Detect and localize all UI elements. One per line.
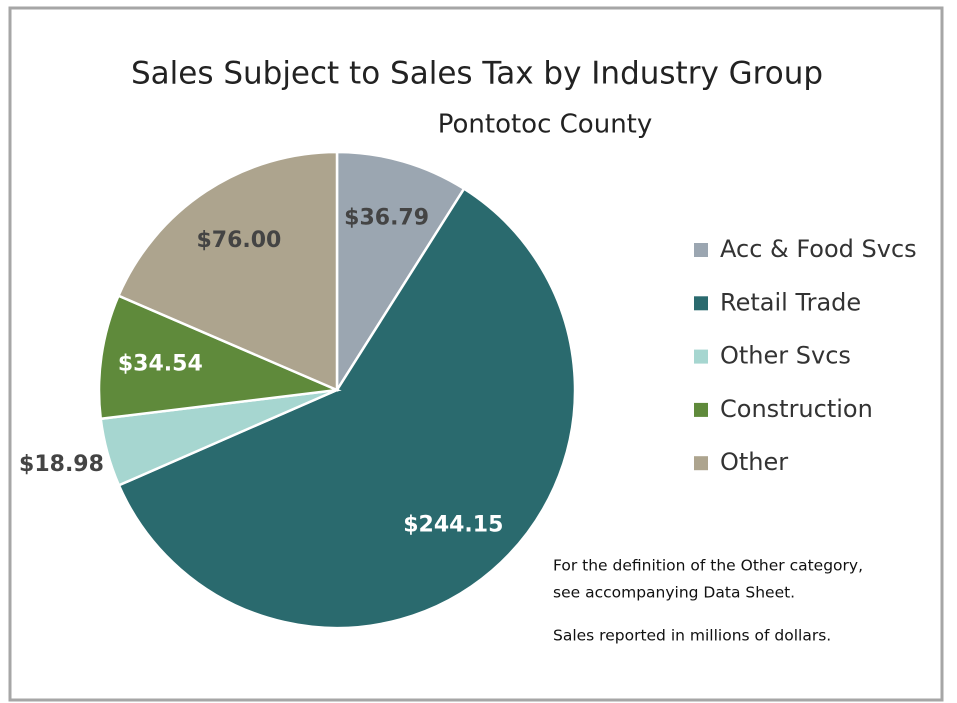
data-label: $36.79 xyxy=(344,206,429,231)
pie-slice xyxy=(335,150,466,395)
legend-swatch xyxy=(694,402,708,417)
legend-swatch xyxy=(694,349,708,364)
data-label: $18.98 xyxy=(19,452,104,477)
pie-slice xyxy=(116,150,339,392)
legend-swatch xyxy=(694,296,708,311)
legend-label: Acc & Food Svcs xyxy=(720,235,917,263)
legend-swatch xyxy=(694,456,708,471)
data-label: $34.54 xyxy=(118,352,203,377)
chart-subtitle: Pontotoc County xyxy=(438,110,653,140)
legend-label: Other xyxy=(720,448,788,476)
chart-title: Sales Subject to Sales Tax by Industry G… xyxy=(131,56,823,92)
annotation: Sales reported in millions of dollars. xyxy=(553,627,831,645)
legend-swatch xyxy=(694,243,708,257)
legend-label: Retail Trade xyxy=(720,288,861,316)
legend-label: Other Svcs xyxy=(720,342,851,370)
annotation: For the definition of the Other category… xyxy=(553,557,863,575)
pie-slice xyxy=(117,187,577,630)
pie-slice xyxy=(97,294,342,421)
data-label: $76.00 xyxy=(196,228,281,253)
legend-label: Construction xyxy=(720,395,873,423)
annotation: see accompanying Data Sheet. xyxy=(553,584,795,602)
data-label: $244.15 xyxy=(403,512,503,537)
